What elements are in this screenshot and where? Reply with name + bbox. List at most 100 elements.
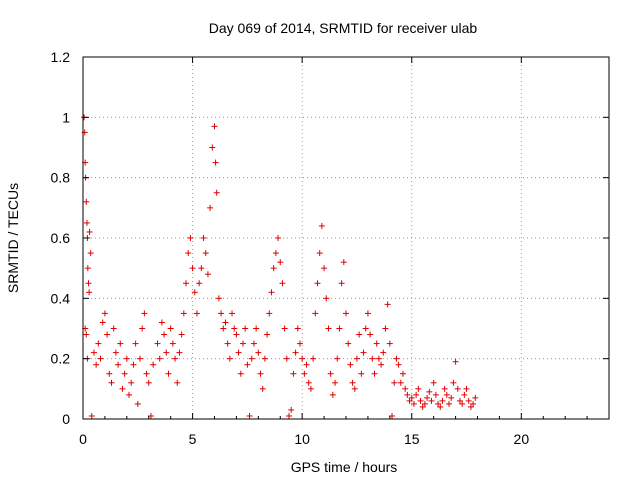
y-tick-label: 0.2 [51, 351, 71, 367]
y-tick-label: 1.2 [51, 49, 71, 65]
data-point [172, 355, 179, 362]
data-point [358, 370, 365, 377]
data-point [158, 319, 165, 326]
data-point [110, 325, 117, 332]
data-point [83, 198, 90, 205]
data-point [332, 379, 339, 386]
data-point [136, 355, 143, 362]
data-point [312, 310, 319, 317]
data-point [212, 159, 219, 166]
data-point [264, 331, 271, 338]
data-point [470, 400, 477, 407]
data-point [174, 379, 181, 386]
data-point [373, 340, 380, 347]
data-point [338, 280, 345, 287]
data-point [268, 289, 275, 296]
data-point [286, 412, 293, 419]
data-point [141, 310, 148, 317]
data-point [253, 325, 260, 332]
data-point [93, 361, 100, 368]
data-point [384, 301, 391, 308]
data-point [224, 340, 231, 347]
data-point [154, 340, 161, 347]
data-point [310, 355, 317, 362]
data-point [301, 370, 308, 377]
data-point [446, 400, 453, 407]
y-tick-label: 0 [62, 411, 70, 427]
data-point [115, 361, 122, 368]
data-point [139, 325, 146, 332]
x-tick-label: 15 [404, 431, 420, 447]
data-point [108, 379, 115, 386]
data-point [413, 391, 420, 398]
data-point [248, 355, 255, 362]
data-point [200, 235, 207, 241]
data-point [417, 397, 424, 404]
chart-title: Day 069 of 2014, SRMTID for receiver ula… [209, 20, 478, 36]
data-point [202, 250, 209, 257]
data-point [207, 204, 214, 211]
data-point [277, 259, 284, 266]
data-point [167, 325, 174, 332]
data-point [288, 406, 295, 413]
data-point [419, 403, 426, 410]
data-point [316, 250, 323, 257]
data-point [329, 391, 336, 398]
data-point [340, 259, 347, 266]
data-point [229, 310, 236, 317]
data-point [83, 331, 90, 338]
data-point [294, 325, 301, 332]
data-point [156, 355, 163, 362]
data-point [421, 400, 428, 407]
y-tick-label: 1 [62, 109, 70, 125]
data-point [356, 331, 363, 338]
data-point [465, 397, 472, 404]
x-axis-label: GPS time / hours [291, 459, 398, 475]
data-point [250, 340, 257, 347]
data-point [430, 379, 437, 386]
data-point [112, 349, 119, 356]
data-point [213, 189, 220, 196]
data-point [101, 310, 108, 317]
data-point [389, 412, 396, 419]
data-point [257, 370, 264, 377]
data-point [347, 361, 354, 368]
data-point [364, 310, 371, 317]
data-point [97, 355, 104, 362]
data-point [428, 397, 435, 404]
data-point [231, 325, 238, 332]
y-tick-label: 0.4 [51, 290, 71, 306]
data-point [303, 361, 310, 368]
data-point [150, 361, 157, 368]
data-point [454, 385, 461, 392]
data-point [461, 391, 468, 398]
data-point [169, 340, 176, 347]
data-point [244, 361, 251, 368]
data-point [204, 271, 211, 278]
data-point [371, 370, 378, 377]
data-point [375, 355, 382, 362]
x-tick-label: 0 [79, 431, 87, 447]
y-tick-label: 0.8 [51, 170, 71, 186]
data-point [472, 394, 479, 401]
data-point [86, 289, 93, 296]
data-point [99, 319, 106, 326]
data-point [402, 385, 409, 392]
data-point [327, 370, 334, 377]
data-point [367, 331, 374, 338]
data-point [349, 379, 356, 386]
data-point [88, 412, 95, 419]
data-points [81, 114, 479, 419]
data-point [353, 355, 360, 362]
data-point [410, 400, 417, 407]
data-point [145, 379, 152, 386]
data-point [132, 340, 139, 347]
data-point [360, 349, 367, 356]
data-point [395, 361, 402, 368]
data-point [279, 280, 286, 287]
data-point [325, 325, 332, 332]
data-point [87, 250, 94, 257]
data-point [178, 331, 185, 338]
data-point [193, 310, 200, 317]
data-point [467, 403, 474, 410]
